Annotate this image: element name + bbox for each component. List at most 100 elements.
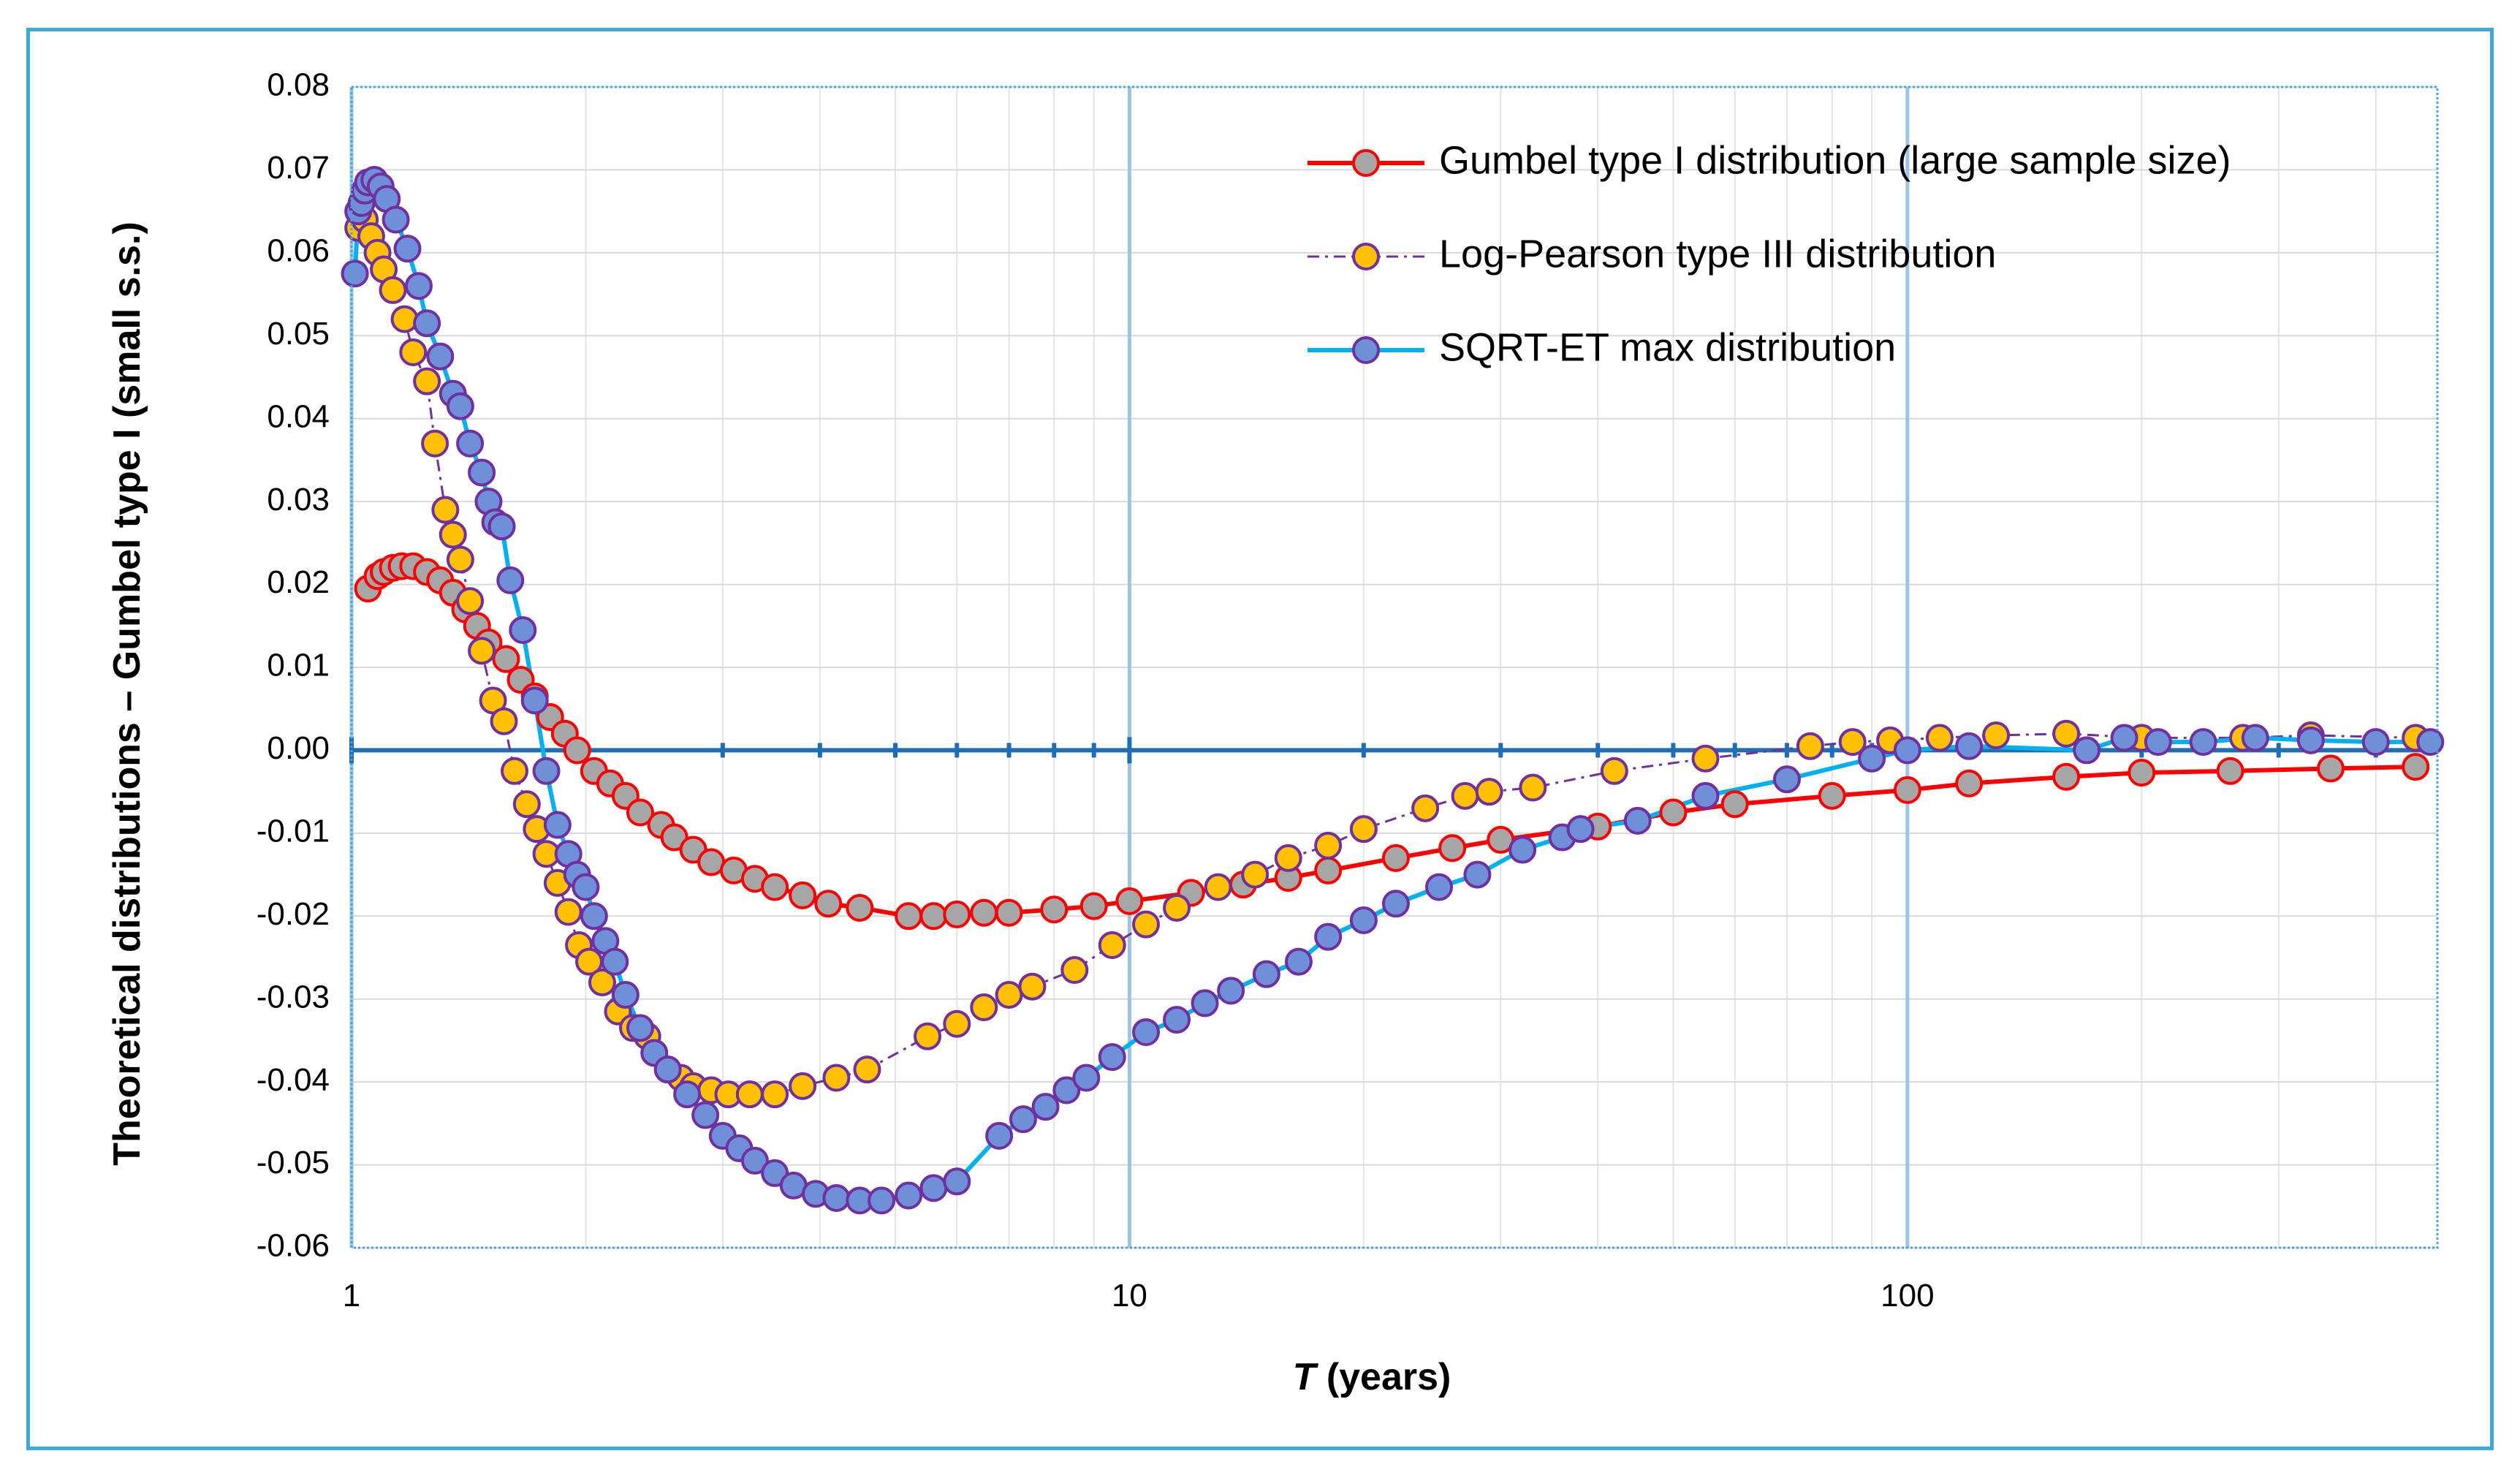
data-point	[1691, 781, 1720, 810]
data-point	[1438, 834, 1467, 863]
data-point	[1115, 887, 1144, 915]
data-point	[943, 1009, 971, 1038]
data-point	[626, 798, 654, 827]
data-point	[2189, 728, 2217, 757]
data-point	[1955, 769, 1984, 797]
x-axis-title-italic: T	[1293, 1356, 1319, 1398]
data-point	[390, 305, 419, 333]
y-tick-label: 0.06	[267, 232, 330, 268]
data-point	[1163, 893, 1191, 922]
data-point	[1040, 895, 1069, 924]
data-point	[554, 898, 582, 926]
data-point	[943, 901, 971, 929]
data-point	[1982, 721, 2011, 750]
series-layer	[341, 166, 2445, 1215]
data-point	[501, 757, 529, 785]
y-tick-label: -0.05	[257, 1145, 330, 1180]
data-point	[919, 1174, 948, 1202]
data-point	[421, 429, 449, 458]
data-point	[512, 790, 541, 819]
legend-label-gumbel-type-i-distribution-large-sample-size: Gumbel type I distribution (large sample…	[1439, 138, 2231, 182]
y-tick-label: -0.02	[257, 896, 330, 932]
data-point	[1381, 890, 1410, 918]
y-tick-label: -0.06	[257, 1228, 330, 1264]
data-point	[985, 1121, 1014, 1150]
data-point	[1031, 1093, 1060, 1121]
data-point	[1314, 856, 1343, 884]
data-point	[399, 338, 428, 366]
data-point	[1600, 757, 1628, 785]
y-tick-label: 0.03	[267, 482, 330, 518]
data-point	[1018, 972, 1047, 1001]
data-point	[822, 1183, 851, 1212]
y-tick-labels: 0.08 0.07 0.06 0.05 0.04 0.03 0.02 0.01 0.00 -0.0…	[257, 67, 330, 1264]
data-point	[789, 881, 817, 909]
data-point	[404, 272, 433, 300]
legend-label-log-pearson-type-iii-distribution: Log-Pearson type III distribution	[1439, 232, 1996, 276]
data-point	[588, 969, 616, 997]
data-point	[1009, 1105, 1037, 1134]
data-point	[673, 1080, 702, 1109]
data-point	[2241, 724, 2269, 752]
data-point	[379, 276, 407, 304]
data-point	[341, 259, 369, 288]
data-point	[2416, 728, 2445, 757]
data-point	[1349, 906, 1378, 934]
data-point	[1131, 910, 1160, 939]
data-point	[2296, 726, 2325, 754]
data-point	[1893, 776, 1921, 804]
data-point	[2316, 754, 2345, 783]
data-point	[1274, 844, 1302, 872]
legend: Gumbel type I distribution (large sample…	[1308, 138, 2231, 369]
data-point	[496, 566, 525, 594]
data-point	[1566, 815, 1595, 844]
data-point	[846, 893, 874, 922]
data-point	[446, 392, 474, 420]
data-point	[1893, 736, 1921, 765]
y-tick-label: 0.05	[267, 316, 330, 352]
data-point	[601, 947, 629, 976]
data-point	[611, 981, 640, 1009]
data-point	[1098, 1043, 1126, 1072]
data-point	[995, 981, 1023, 1009]
data-point	[2144, 728, 2172, 757]
data-point	[1425, 873, 1454, 901]
y-tick-label: 0.01	[267, 648, 330, 683]
plot-area-border	[350, 86, 2439, 1249]
data-point	[1838, 728, 1867, 757]
data-point	[740, 1146, 769, 1175]
legend-marker-gumbel-type-i-distribution-large-sample-size	[1352, 149, 1380, 177]
data-point	[468, 458, 496, 487]
legend-marker-sqrt-et-max-distribution	[1352, 336, 1380, 364]
data-point	[520, 686, 549, 715]
data-point	[431, 496, 460, 524]
data-point	[492, 645, 520, 673]
data-point	[532, 757, 561, 785]
data-point	[1349, 815, 1378, 844]
data-point	[1720, 790, 1749, 819]
data-point	[439, 520, 467, 549]
x-tick-labels: 1 10 100	[343, 1278, 1935, 1314]
chart-frame: 0.08 0.07 0.06 0.05 0.04 0.03 0.02 0.01 0.00 -0.0…	[26, 28, 2494, 1450]
data-point	[789, 1072, 817, 1100]
data-point	[691, 1101, 720, 1129]
y-tick-label: 0.08	[267, 67, 330, 103]
data-point	[1217, 977, 1245, 1005]
data-point	[456, 429, 485, 458]
data-point	[1381, 844, 1410, 872]
data-point	[1079, 892, 1108, 920]
data-point	[914, 1022, 942, 1050]
data-point	[1508, 835, 1537, 864]
data-point	[761, 873, 789, 901]
data-point	[456, 587, 485, 615]
data-point	[490, 707, 518, 735]
data-point	[2052, 762, 2081, 791]
data-point	[2361, 728, 2390, 757]
data-point	[382, 205, 410, 234]
y-tick-label: 0.02	[267, 564, 330, 600]
y-tick-label: -0.03	[257, 979, 330, 1015]
x-tick-label: 10	[1112, 1278, 1147, 1314]
y-tick-label: 0.04	[267, 398, 330, 434]
data-point	[393, 235, 422, 263]
y-tick-label: -0.01	[257, 813, 330, 849]
